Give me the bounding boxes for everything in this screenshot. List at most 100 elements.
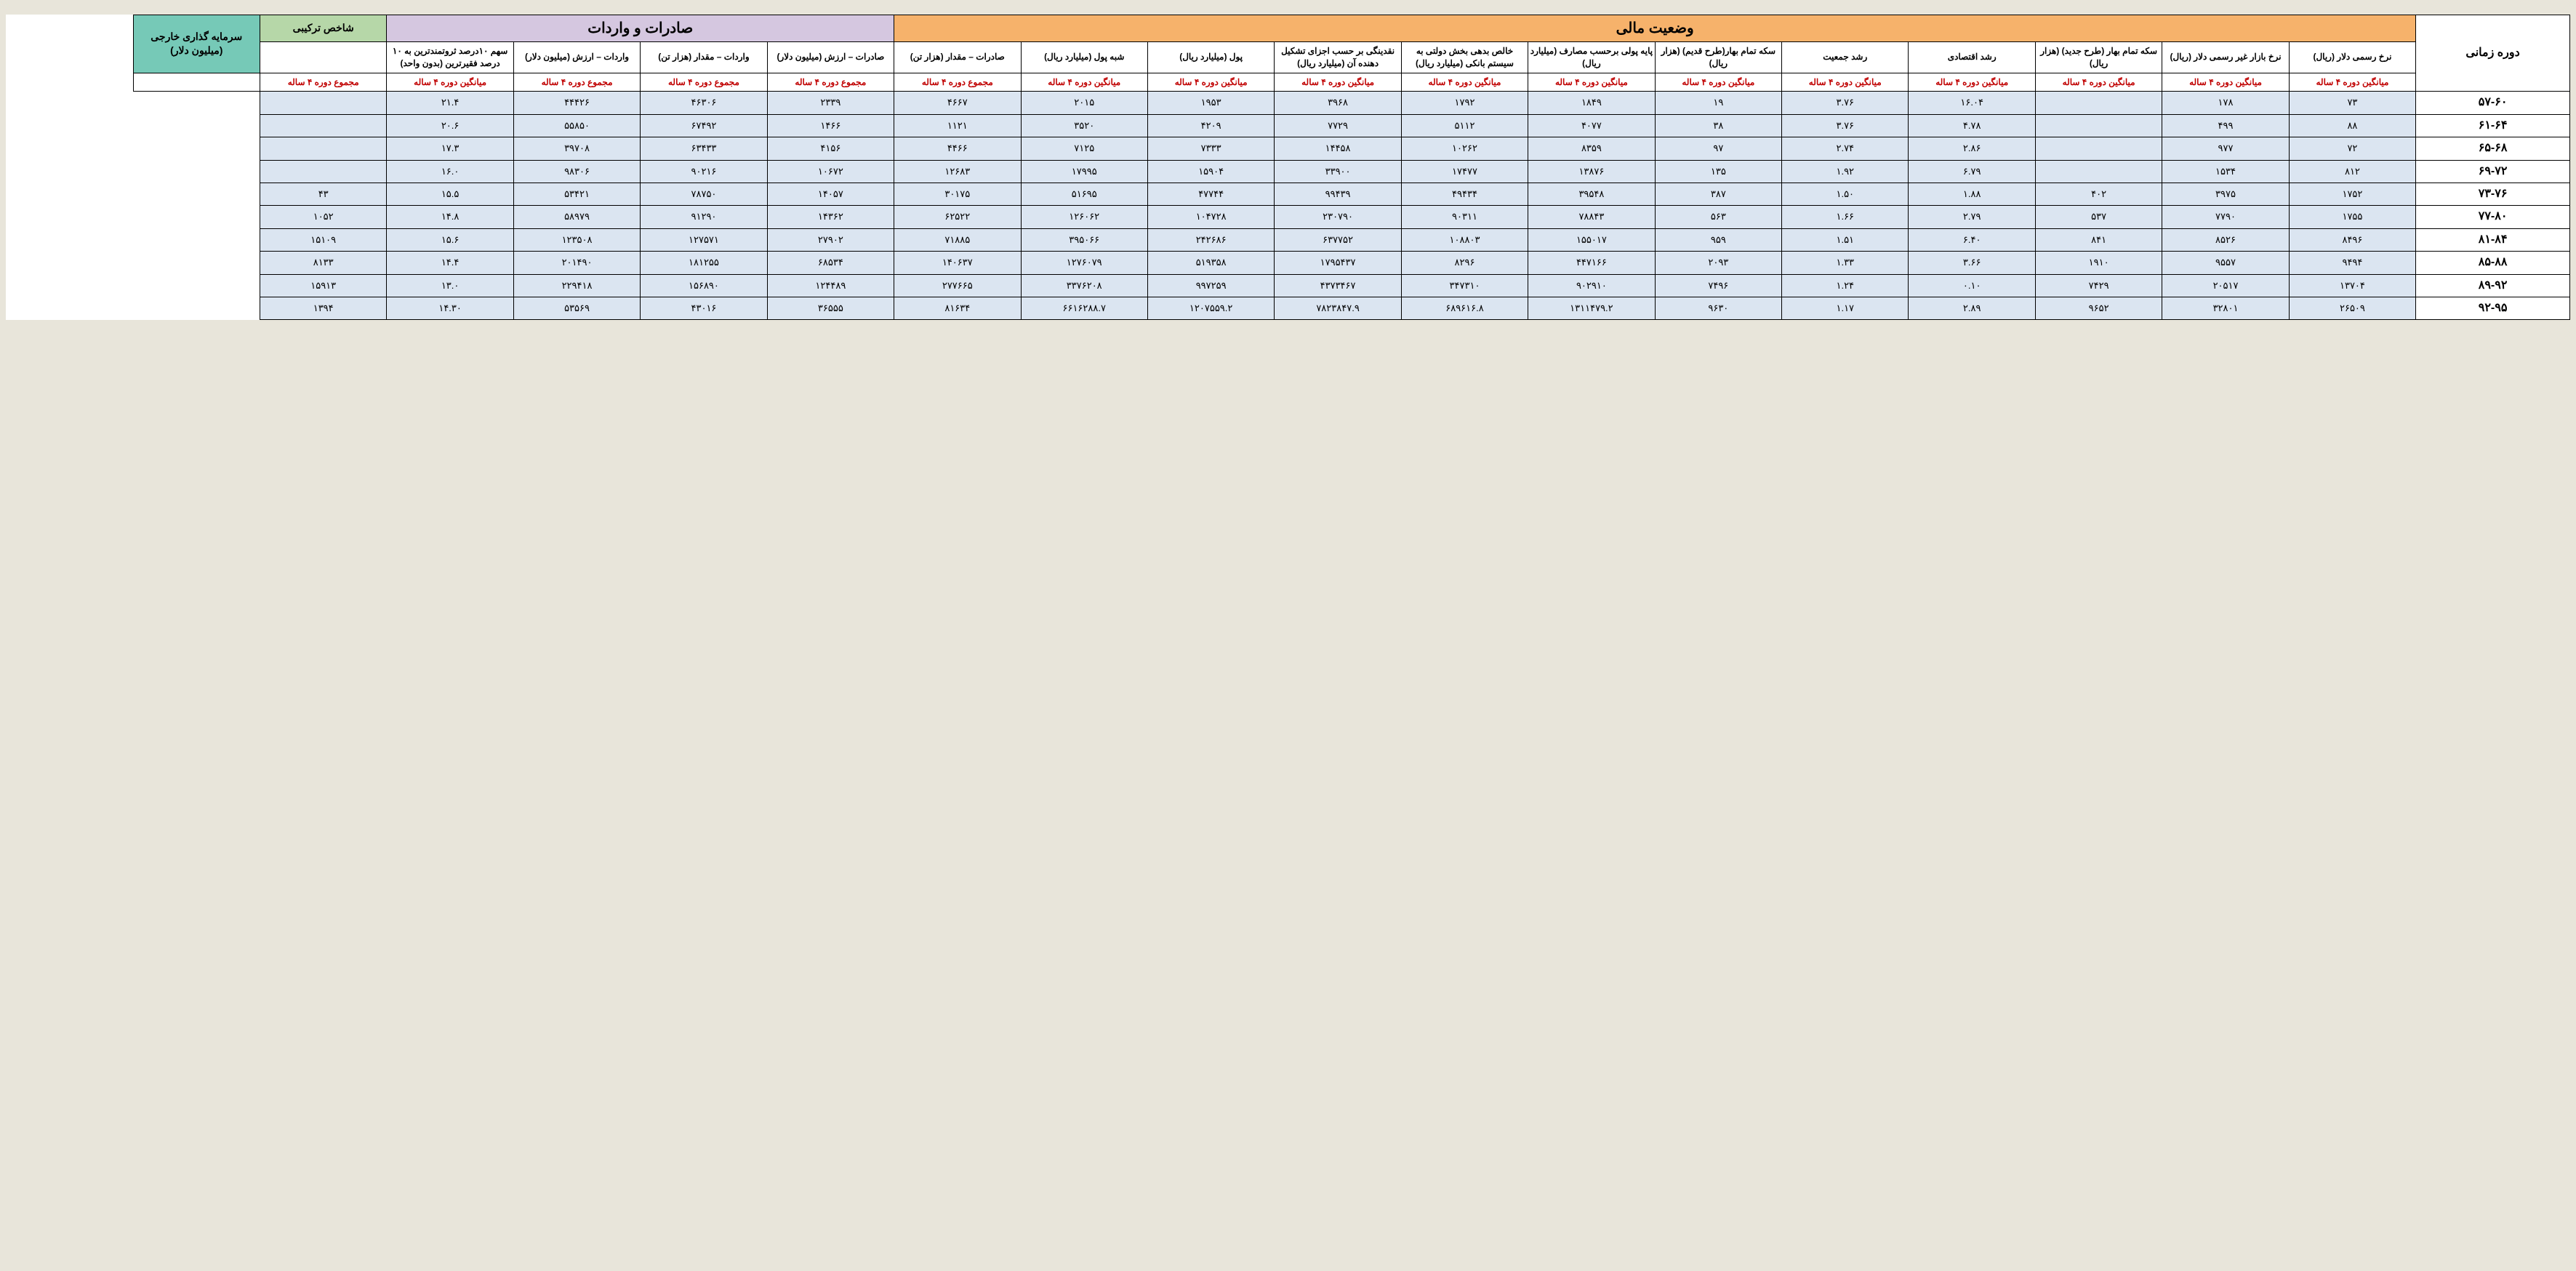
data-cell: ۹۵۹ [1655,228,1781,251]
sub-10: شبه پول (میلیارد ریال) [1021,42,1147,73]
data-cell: ۷۱۲۵ [1021,137,1147,160]
data-cell: ۱۳۱۱۴۷۹.۲ [1528,297,1655,319]
stat-7: میانگین دوره ۴ ساله [1401,73,1528,92]
data-cell: ۱۶.۰ [387,160,513,183]
period-cell: ۶۵-۶۸ [2416,137,2570,160]
stat-6: میانگین دوره ۴ ساله [1528,73,1655,92]
data-cell: ۱۴۴۵۸ [1275,137,1401,160]
data-cell: ۳۵۲۰ [1021,114,1147,137]
data-cell: ۳.۷۶ [1782,114,1909,137]
data-cell: ۲۰۵۱۷ [2162,274,2289,297]
sub-8: نقدینگی بر حسب اجزای تشکیل دهنده آن (میل… [1275,42,1401,73]
data-cell: ۷۸۸۴۳ [1528,206,1655,228]
period-cell: ۸۱-۸۴ [2416,228,2570,251]
data-cell: ۱۲۷۶۰۷۹ [1021,252,1147,274]
data-cell: ۴۰۷۷ [1528,114,1655,137]
period-cell: ۷۳-۷۶ [2416,183,2570,205]
data-cell: ۷۷۹۰ [2162,206,2289,228]
data-cell: ۵۸۹۷۹ [513,206,640,228]
stat-10: میانگین دوره ۴ ساله [1021,73,1147,92]
data-cell: ۱.۳۳ [1782,252,1909,274]
data-cell: ۷۸۲۳۸۴۷.۹ [1275,297,1401,319]
stat-14: مجموع دوره ۴ ساله [513,73,640,92]
data-cell: ۱۲۳۵۰۸ [513,228,640,251]
data-cell: ۵۳۴۲۱ [513,183,640,205]
data-cell [2035,160,2162,183]
data-cell: ۱۳۵ [1655,160,1781,183]
data-cell: ۱۵۳۴ [2162,160,2289,183]
data-cell: ۹۶۵۲ [2035,297,2162,319]
data-cell: ۸۱۶۳۴ [894,297,1021,319]
data-cell: ۴.۷۸ [1909,114,2035,137]
data-cell: ۹۰۳۱۱ [1401,206,1528,228]
data-cell: ۴۴۷۱۶۶ [1528,252,1655,274]
group-trade: صادرات و واردات [387,15,894,42]
data-cell: ۷۴۲۹ [2035,274,2162,297]
data-cell: ۱۴۶۶ [767,114,894,137]
data-cell: ۴۷۷۴۴ [1147,183,1274,205]
table-row: ۹۲-۹۵۲۶۵۰۹۳۲۸۰۱۹۶۵۲۲.۸۹۱.۱۷۹۶۳۰۱۳۱۱۴۷۹.۲… [7,297,2570,319]
data-cell [2035,114,2162,137]
header-row-sub: نرخ رسمی دلار (ریال) نرخ بازار غیر رسمی … [7,42,2570,73]
stat-11: مجموع دوره ۴ ساله [894,73,1021,92]
data-cell: ۶۷۴۹۲ [641,114,767,137]
header-row-groups: دوره زمانی وضعیت مالی صادرات و واردات شا… [7,15,2570,42]
data-cell: ۳.۶۶ [1909,252,2035,274]
data-cell: ۱۷۵۵ [2289,206,2415,228]
data-cell: ۶۲۵۲۲ [894,206,1021,228]
data-cell: ۸۴۹۶ [2289,228,2415,251]
data-cell: ۴۳۰۱۶ [641,297,767,319]
data-cell: ۳۹۷۵ [2162,183,2289,205]
period-cell: ۸۹-۹۲ [2416,274,2570,297]
data-cell: ۶۳۴۳۳ [641,137,767,160]
data-cell: ۲.۸۶ [1909,137,2035,160]
stat-1: میانگین دوره ۴ ساله [2162,73,2289,92]
data-cell: ۱۲۷۵۷۱ [641,228,767,251]
data-cell: ۱۲۶۸۳ [894,160,1021,183]
data-cell: ۳۹۷۰۸ [513,137,640,160]
data-cell: ۴۳۷۳۴۶۷ [1275,274,1401,297]
table-row: ۸۹-۹۲۱۳۷۰۴۲۰۵۱۷۷۴۲۹۰.۱۰۱.۲۴۷۴۹۶۹۰۲۹۱۰۳۴۷… [7,274,2570,297]
data-cell: ۲۲۹۴۱۸ [513,274,640,297]
data-cell: ۷۳۳۳ [1147,137,1274,160]
data-cell: ۱۷۵۲ [2289,183,2415,205]
data-cell: ۸۴۱ [2035,228,2162,251]
sub-11: صادرات – مقدار (هزار تن) [894,42,1021,73]
sub-4: رشد جمعیت [1782,42,1909,73]
data-cell: ۱۵۱۰۹ [260,228,386,251]
data-cell: ۱.۱۷ [1782,297,1909,319]
data-cell: ۱۲۰۷۵۵۹.۲ [1147,297,1274,319]
header-row-stat: میانگین دوره ۴ ساله میانگین دوره ۴ ساله … [7,73,2570,92]
period-cell: ۸۵-۸۸ [2416,252,2570,274]
sub-2: سکه تمام بهار (طرح جدید) (هزار ریال) [2035,42,2162,73]
data-cell: ۱۰۴۷۲۸ [1147,206,1274,228]
data-cell: ۱۷۸ [2162,92,2289,114]
data-cell: ۱.۲۴ [1782,274,1909,297]
data-cell [260,92,386,114]
data-cell: ۱۷۹۲ [1401,92,1528,114]
stat-13: مجموع دوره ۴ ساله [641,73,767,92]
data-cell: ۹۸۳۰۶ [513,160,640,183]
data-cell: ۱۴.۸ [387,206,513,228]
data-cell: ۴۱۵۶ [767,137,894,160]
group-index: شاخص ترکیبی [260,15,386,42]
data-cell: ۲۴۲۶۸۶ [1147,228,1274,251]
data-cell: ۸۵۲۶ [2162,228,2289,251]
data-cell: ۹۱۲۹۰ [641,206,767,228]
data-cell: ۹۷۷ [2162,137,2289,160]
data-cell: ۱.۵۱ [1782,228,1909,251]
stat-9: میانگین دوره ۴ ساله [1147,73,1274,92]
stat-5: میانگین دوره ۴ ساله [1655,73,1781,92]
data-cell: ۱۵۶۸۹۰ [641,274,767,297]
data-cell: ۸۸ [2289,114,2415,137]
data-cell: ۴۰۲ [2035,183,2162,205]
data-cell: ۸۲۹۶ [1401,252,1528,274]
data-cell: ۹۰۲۹۱۰ [1528,274,1655,297]
data-cell: ۱۴۰۵۷ [767,183,894,205]
data-cell: ۶.۴۰ [1909,228,2035,251]
sub-0: نرخ رسمی دلار (ریال) [2289,42,2415,73]
sub-14: واردات – ارزش (میلیون دلار) [513,42,640,73]
data-cell: ۴۴۴۲۶ [513,92,640,114]
data-cell: ۱۴۳۶۲ [767,206,894,228]
sub-1: نرخ بازار غیر رسمی دلار (ریال) [2162,42,2289,73]
